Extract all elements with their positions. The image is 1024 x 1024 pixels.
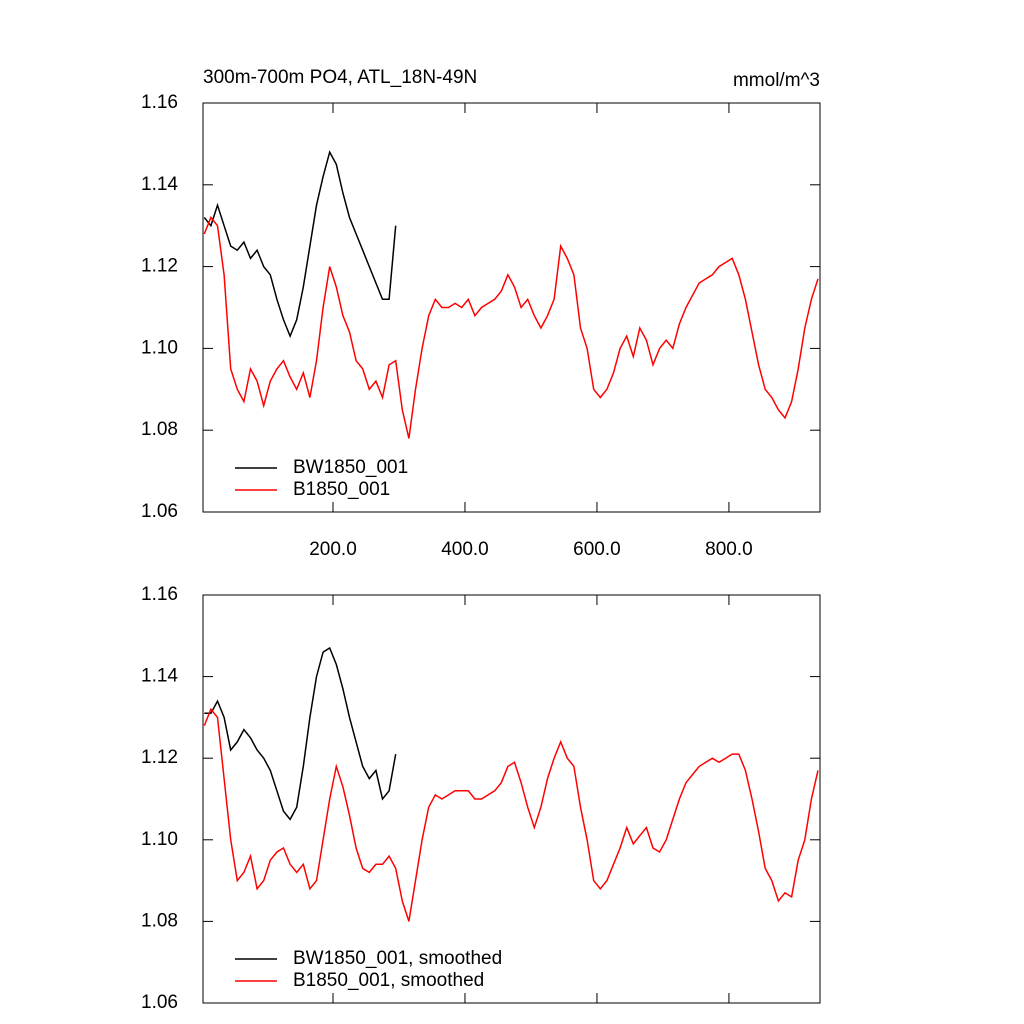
- series-line: [204, 646, 397, 821]
- series-line: [203, 150, 397, 339]
- legend-label: B1850_001, smoothed: [293, 970, 484, 991]
- x-tick-label: 600.0: [573, 539, 621, 560]
- y-tick-label: 1.10: [141, 829, 178, 850]
- series-line: [203, 707, 819, 922]
- legend-label: BW1850_001, smoothed: [293, 948, 502, 969]
- y-tick-label: 1.06: [141, 501, 178, 522]
- y-tick-label: 1.10: [141, 337, 178, 358]
- chart-title: 300m-700m PO4, ATL_18N-49N: [203, 67, 477, 88]
- y-tick-label: 1.14: [141, 666, 178, 687]
- plot-frame: [202, 594, 821, 1004]
- y-tick-label: 1.08: [141, 419, 178, 440]
- y-tick-label: 1.06: [141, 992, 178, 1013]
- units-label: mmol/m^3: [733, 70, 820, 91]
- y-tick-label: 1.14: [141, 174, 178, 195]
- series-line: [203, 216, 819, 439]
- legend-label: B1850_001: [293, 479, 390, 500]
- x-tick-label: 200.0: [309, 539, 357, 560]
- y-tick-label: 1.16: [141, 584, 178, 605]
- y-tick-label: 1.12: [141, 256, 178, 277]
- plot-frame: [202, 102, 821, 513]
- y-tick-label: 1.12: [141, 747, 178, 768]
- x-tick-label: 400.0: [441, 539, 489, 560]
- y-tick-label: 1.16: [141, 92, 178, 113]
- y-tick-label: 1.08: [141, 910, 178, 931]
- x-tick-label: 800.0: [705, 539, 753, 560]
- legend-label: BW1850_001: [293, 457, 408, 478]
